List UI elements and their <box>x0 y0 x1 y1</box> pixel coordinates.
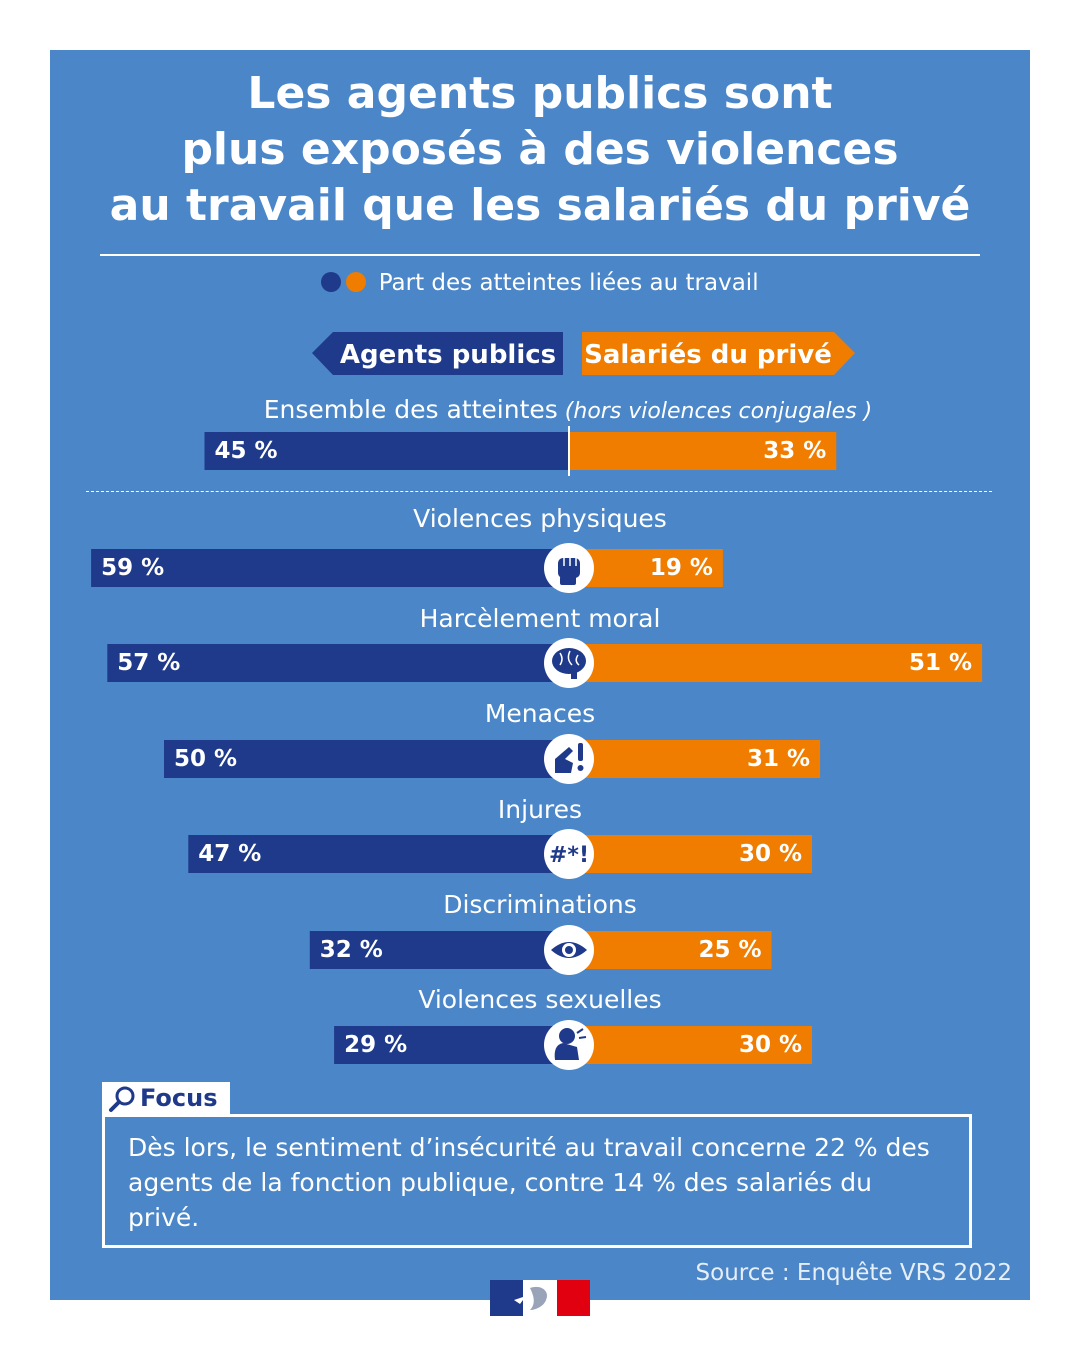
value-public-3: 50 % <box>174 746 238 772</box>
tag-private-label: Salariés du privé <box>584 340 832 370</box>
page-title-line-1: Les agents publics sont <box>247 68 833 119</box>
category-label-6: Violences sexuelles <box>418 985 662 1014</box>
legend-private-dot <box>346 272 367 292</box>
fist-icon <box>544 543 594 593</box>
value-private-3: 31 % <box>747 746 811 772</box>
bar-public-0 <box>204 432 569 470</box>
bar-public-4 <box>188 835 570 873</box>
category-label-3: Menaces <box>484 699 596 728</box>
bar-private-5 <box>569 931 772 969</box>
bar-private-4 <box>569 835 812 873</box>
svg-text:#*!: #*! <box>549 843 589 868</box>
pointing-finger-icon <box>544 734 594 784</box>
value-public-5: 32 % <box>319 937 383 963</box>
grawlix-icon: #*! <box>544 829 594 879</box>
category-label-4: Injures <box>497 795 583 824</box>
focus-text: Dès lors, le sentiment d’insécurité au t… <box>128 1133 930 1232</box>
value-public-6: 29 % <box>344 1032 408 1058</box>
category-label-text: Ensemble des atteintes <box>263 395 558 424</box>
tag-public-label: Agents publics <box>340 340 556 370</box>
value-public-0: 45 % <box>214 438 278 464</box>
legend-text: Part des atteintes liées au travail <box>378 270 759 296</box>
legend-public-dot <box>321 272 342 292</box>
bar-public-2 <box>107 644 570 682</box>
category-label-2: Harcèlement moral <box>419 604 661 633</box>
bar-public-1 <box>91 549 569 587</box>
eye-icon <box>544 925 594 975</box>
bar-private-0 <box>569 432 837 470</box>
value-private-1: 19 % <box>649 555 713 581</box>
value-private-5: 25 % <box>698 937 762 963</box>
bar-private-2 <box>569 644 983 682</box>
source-note: Source : Enquête VRS 2022 <box>695 1260 1012 1286</box>
value-private-0: 33 % <box>763 438 827 464</box>
bar-public-3 <box>164 740 569 778</box>
tag-private-shape <box>582 332 855 375</box>
brain-icon <box>544 638 594 688</box>
focus-tag: Focus <box>102 1082 230 1114</box>
bar-private-1 <box>569 549 723 587</box>
value-public-2: 57 % <box>117 650 181 676</box>
value-private-2: 51 % <box>909 650 973 676</box>
focus-box <box>102 1114 972 1248</box>
legend: Part des atteintes liées au travail <box>0 270 1080 296</box>
republique-francaise-logo <box>490 1280 590 1316</box>
bar-public-6 <box>334 1026 569 1064</box>
value-private-4: 30 % <box>738 841 802 867</box>
category-label-0: Ensemble des atteintes (hors violences c… <box>0 395 1080 424</box>
magnifier-icon <box>109 1086 135 1112</box>
bar-private-6 <box>569 1026 812 1064</box>
focus-label: Focus <box>140 1084 218 1112</box>
value-public-1: 59 % <box>101 555 165 581</box>
value-public-4: 47 % <box>198 841 262 867</box>
bar-private-3 <box>569 740 821 778</box>
separator-dashed <box>86 491 992 492</box>
title-divider <box>100 254 980 256</box>
category-label-1: Violences physiques <box>413 504 667 533</box>
value-private-6: 30 % <box>738 1032 802 1058</box>
category-note: (hors violences conjugales ) <box>557 399 873 424</box>
page-title-line-3: au travail que les salariés du privé <box>109 180 971 231</box>
category-label-5: Discriminations <box>443 890 637 919</box>
crouching-person-icon <box>544 1020 594 1070</box>
tag-public-shape <box>312 332 563 375</box>
page-title-line-2: plus exposés à des violences <box>181 124 899 175</box>
bar-public-5 <box>309 931 569 969</box>
